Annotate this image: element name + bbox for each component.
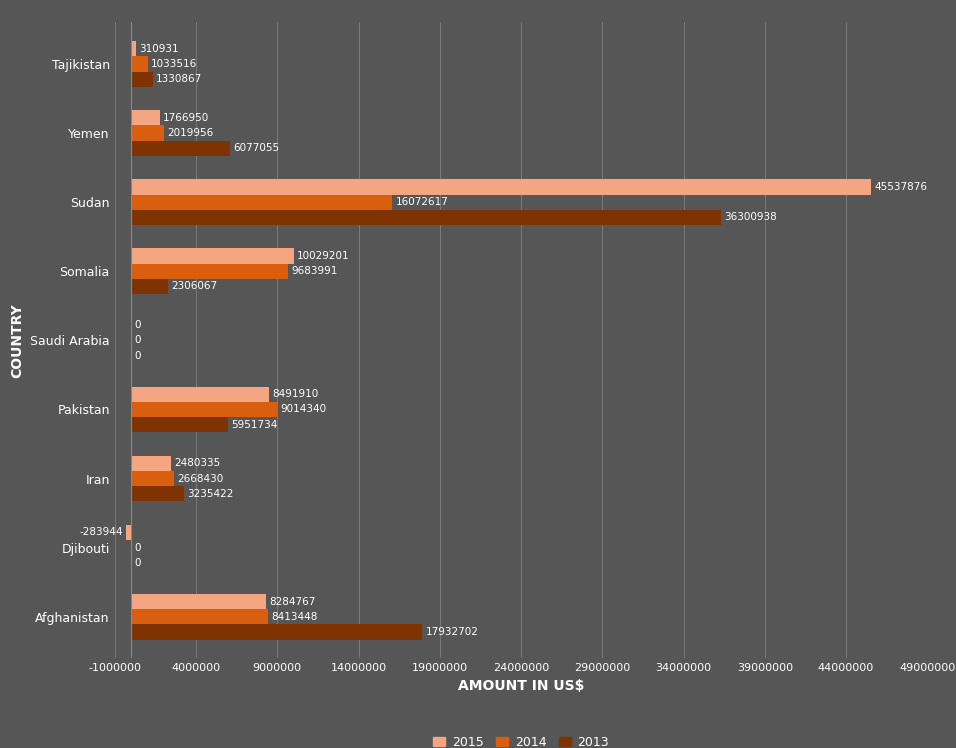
Bar — [131, 41, 136, 56]
Bar — [131, 417, 228, 432]
Text: 10029201: 10029201 — [297, 251, 350, 261]
Bar — [131, 110, 160, 126]
Text: 8413448: 8413448 — [271, 612, 317, 622]
Bar — [131, 279, 168, 294]
Bar — [131, 594, 266, 609]
Text: 17932702: 17932702 — [425, 627, 479, 637]
Text: 2668430: 2668430 — [178, 473, 224, 483]
Bar — [131, 56, 148, 72]
X-axis label: AMOUNT IN US$: AMOUNT IN US$ — [458, 678, 584, 693]
Bar — [131, 141, 229, 156]
Text: 1330867: 1330867 — [156, 74, 202, 84]
Legend: 2015, 2014, 2013: 2015, 2014, 2013 — [428, 731, 614, 748]
Text: 0: 0 — [134, 320, 141, 330]
Bar — [131, 126, 163, 141]
Bar — [126, 525, 131, 540]
Bar — [131, 180, 871, 194]
Bar — [131, 263, 289, 279]
Bar — [131, 486, 184, 501]
Text: 0: 0 — [134, 558, 141, 568]
Text: 1033516: 1033516 — [151, 59, 197, 69]
Text: 8491910: 8491910 — [272, 389, 318, 399]
Text: 5951734: 5951734 — [231, 420, 277, 429]
Text: 6077055: 6077055 — [233, 143, 279, 153]
Bar — [131, 209, 721, 225]
Text: 36300938: 36300938 — [725, 212, 777, 222]
Bar — [131, 625, 423, 640]
Text: 9014340: 9014340 — [281, 405, 327, 414]
Bar — [131, 72, 153, 87]
Bar — [131, 387, 269, 402]
Bar — [131, 248, 293, 263]
Bar — [131, 456, 171, 471]
Bar — [131, 194, 392, 209]
Text: 45537876: 45537876 — [875, 182, 927, 192]
Text: 0: 0 — [134, 542, 141, 553]
Text: 3235422: 3235422 — [186, 488, 233, 499]
Bar — [131, 402, 277, 417]
Text: 310931: 310931 — [140, 43, 179, 54]
Text: 2019956: 2019956 — [167, 128, 213, 138]
Text: 9683991: 9683991 — [292, 266, 338, 276]
Bar — [131, 609, 268, 625]
Text: 0: 0 — [134, 335, 141, 346]
Text: 8284767: 8284767 — [269, 597, 315, 607]
Y-axis label: COUNTRY: COUNTRY — [11, 303, 25, 378]
Text: 1766950: 1766950 — [163, 113, 209, 123]
Text: 0: 0 — [134, 351, 141, 361]
Text: 2480335: 2480335 — [175, 459, 221, 468]
Text: 2306067: 2306067 — [172, 281, 218, 292]
Bar — [131, 471, 174, 486]
Text: 16072617: 16072617 — [396, 197, 448, 207]
Text: -283944: -283944 — [79, 527, 123, 538]
